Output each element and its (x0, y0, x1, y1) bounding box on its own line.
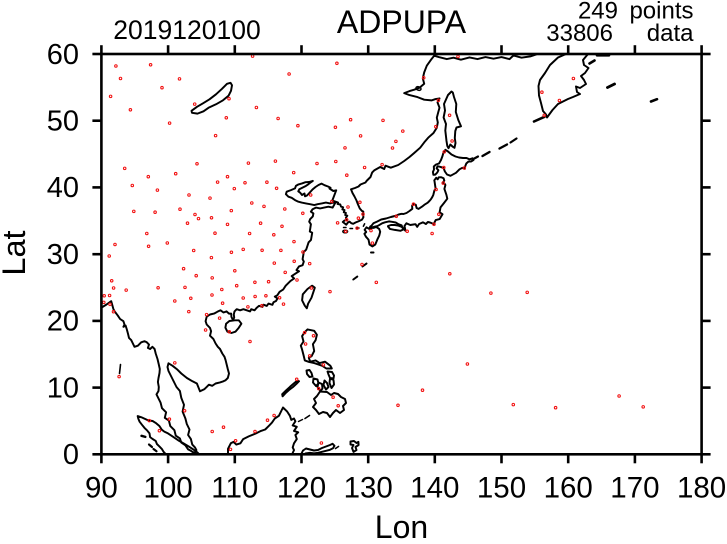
svg-text:140: 140 (410, 472, 459, 505)
svg-text:120: 120 (277, 472, 326, 505)
svg-text:33806: 33806 (546, 20, 613, 47)
svg-text:Lon: Lon (375, 509, 428, 539)
svg-text:50: 50 (47, 106, 79, 138)
svg-text:40: 40 (47, 172, 79, 204)
svg-text:90: 90 (85, 472, 118, 505)
svg-text:180: 180 (677, 472, 726, 505)
svg-text:160: 160 (544, 472, 593, 505)
svg-text:249: 249 (578, 0, 618, 25)
svg-text:20: 20 (47, 306, 79, 338)
svg-text:0: 0 (63, 439, 79, 471)
svg-text:130: 130 (344, 472, 393, 505)
svg-text:60: 60 (47, 39, 79, 71)
svg-text:2019120100: 2019120100 (113, 15, 260, 45)
svg-text:110: 110 (211, 472, 258, 505)
svg-text:Lat: Lat (0, 230, 32, 275)
svg-text:170: 170 (610, 472, 659, 505)
svg-text:data: data (647, 20, 694, 47)
svg-text:30: 30 (47, 239, 79, 271)
svg-text:150: 150 (477, 472, 526, 505)
svg-text:100: 100 (143, 472, 192, 505)
svg-text:points: points (629, 0, 693, 25)
svg-text:ADPUPA: ADPUPA (337, 4, 467, 40)
svg-text:10: 10 (47, 372, 79, 404)
